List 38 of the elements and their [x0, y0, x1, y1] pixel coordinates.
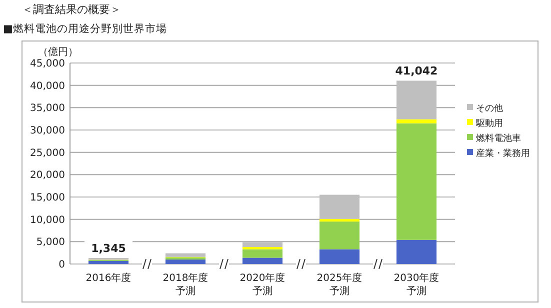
- x-tick-label: 2030年度予測: [394, 272, 440, 297]
- y-tick-label: 5,000: [36, 237, 65, 248]
- y-tick-label: 45,000: [30, 58, 65, 70]
- y-tick-label: 25,000: [30, 148, 65, 159]
- y-tick-label: 10,000: [30, 214, 65, 226]
- bar: [396, 80, 437, 120]
- total-label: 1,345: [91, 242, 126, 255]
- bar: [165, 253, 206, 257]
- bar: [88, 260, 129, 264]
- y-tick-label: 0: [58, 260, 65, 270]
- bar: [165, 260, 206, 264]
- legend-label: 燃料電池車: [476, 133, 521, 144]
- chart-title: ＜調査結果の概要＞: [22, 3, 121, 16]
- bar: [396, 123, 437, 240]
- x-tick-label: 2020年度予測: [240, 272, 286, 297]
- bar: [242, 249, 283, 258]
- bar: [319, 249, 360, 264]
- legend-label: その他: [476, 103, 503, 114]
- y-axis-title: （億円）: [38, 46, 78, 58]
- bar: [319, 218, 360, 222]
- total-label: 41,042: [395, 64, 438, 78]
- x-tick-label: 2016年度: [86, 272, 132, 284]
- bar: [396, 119, 437, 124]
- x-tick-label: 2025年度予測: [316, 272, 362, 297]
- legend-label: 駆動用: [475, 118, 503, 130]
- chart-subtitle: ■燃料電池の用途分野別世界市場: [3, 22, 167, 35]
- bar: [242, 242, 283, 248]
- y-tick-label: 15,000: [30, 192, 65, 204]
- x-tick-label: 2018年度予測: [162, 272, 208, 297]
- bar: [319, 222, 360, 250]
- bar: [396, 240, 437, 264]
- bar: [319, 194, 360, 219]
- bar: [242, 258, 283, 264]
- y-tick-label: 30,000: [30, 126, 65, 136]
- y-tick-label: 20,000: [30, 170, 65, 182]
- y-tick-label: 40,000: [30, 80, 65, 92]
- y-tick-label: 35,000: [30, 103, 65, 114]
- legend-label: 産業・業務用: [476, 148, 530, 160]
